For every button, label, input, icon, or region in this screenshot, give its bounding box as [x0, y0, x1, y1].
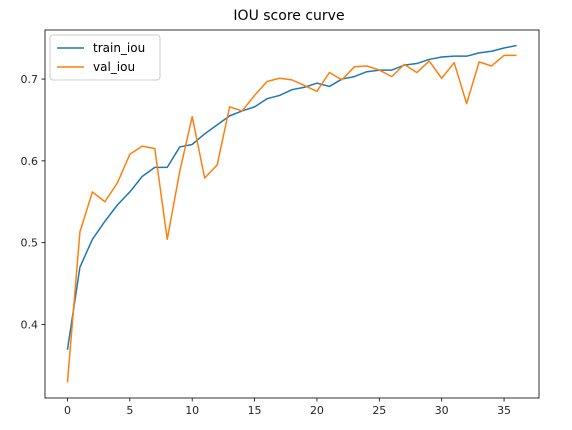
y-tick-label: 0.6: [21, 155, 39, 168]
x-tick-label: 15: [248, 404, 262, 417]
axes-frame: [44, 29, 540, 399]
x-axis: 0 5 10 15 20 25 30 35: [64, 398, 511, 417]
legend-box: [49, 34, 161, 81]
x-tick-label: 25: [372, 404, 386, 417]
y-axis: 0.4 0.5 0.6 0.7: [21, 73, 45, 331]
legend-label: train_iou: [93, 41, 145, 55]
legend-label: val_iou: [93, 60, 135, 74]
plot-area: [66, 44, 517, 383]
y-tick-label: 0.5: [21, 237, 39, 250]
x-tick-label: 10: [185, 404, 199, 417]
x-tick-label: 0: [64, 404, 71, 417]
series-line-val-iou: [66, 54, 517, 383]
y-tick-label: 0.4: [21, 318, 39, 331]
legend: train_iou val_iou: [49, 34, 161, 81]
series-line-train-iou: [66, 44, 517, 350]
x-tick-label: 30: [435, 404, 449, 417]
chart-title: IOU score curve: [233, 8, 344, 24]
x-tick-label: 5: [126, 404, 133, 417]
x-tick-label: 20: [310, 404, 324, 417]
y-tick-label: 0.7: [21, 73, 39, 86]
x-tick-label: 35: [497, 404, 511, 417]
